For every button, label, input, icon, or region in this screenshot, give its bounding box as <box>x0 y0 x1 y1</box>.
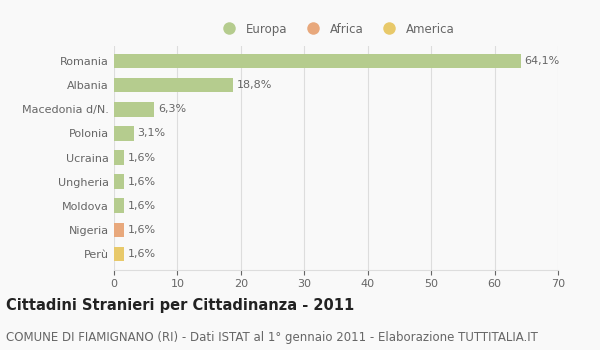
Text: 3,1%: 3,1% <box>137 128 166 138</box>
Bar <box>114 174 124 189</box>
Bar <box>114 126 134 141</box>
Text: 1,6%: 1,6% <box>128 249 156 259</box>
Text: 18,8%: 18,8% <box>237 80 272 90</box>
Text: 1,6%: 1,6% <box>128 177 156 187</box>
Bar <box>114 102 154 117</box>
Text: 1,6%: 1,6% <box>128 153 156 162</box>
Bar <box>114 54 521 68</box>
Text: Cittadini Stranieri per Cittadinanza - 2011: Cittadini Stranieri per Cittadinanza - 2… <box>6 298 354 313</box>
Bar <box>114 78 233 92</box>
Bar <box>114 223 124 237</box>
Text: 1,6%: 1,6% <box>128 201 156 211</box>
Text: 6,3%: 6,3% <box>158 104 186 114</box>
Text: 64,1%: 64,1% <box>524 56 560 66</box>
Bar <box>114 247 124 261</box>
Legend: Europa, Africa, America: Europa, Africa, America <box>212 18 460 40</box>
Bar <box>114 150 124 165</box>
Text: COMUNE DI FIAMIGNANO (RI) - Dati ISTAT al 1° gennaio 2011 - Elaborazione TUTTITA: COMUNE DI FIAMIGNANO (RI) - Dati ISTAT a… <box>6 331 538 344</box>
Bar <box>114 198 124 213</box>
Text: 1,6%: 1,6% <box>128 225 156 235</box>
